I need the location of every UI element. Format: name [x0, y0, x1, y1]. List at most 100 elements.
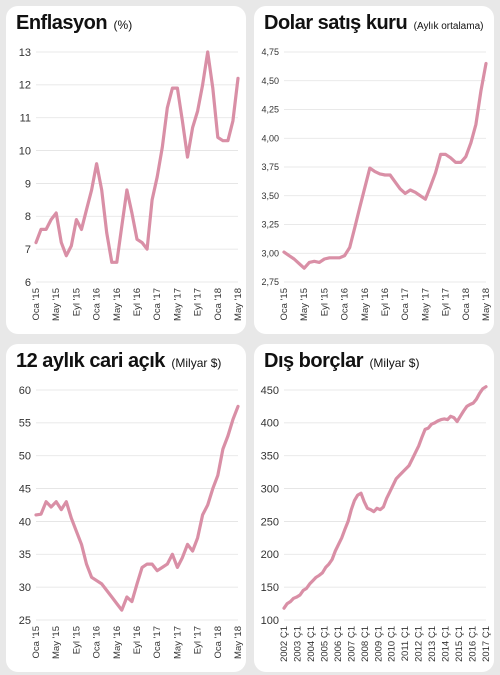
x-tick-label: 2017 Ç1 [481, 626, 492, 662]
x-tick-label: Oca '15 [279, 288, 290, 320]
chart-panel-external-debt: Dış borçlar (Milyar $) 100 150 200 250 300 35… [254, 344, 494, 672]
y-tick-label: 3,50 [261, 191, 279, 201]
y-tick-label: 4,00 [261, 133, 279, 143]
x-tick-label: May '18 [481, 288, 492, 321]
dollar-rate-line-chart: 2,75 3,00 3,25 3,50 3,75 4,00 4,25 4,50 4,75 Oca … [261, 47, 492, 321]
x-tick-label: Oca '15 [31, 288, 42, 320]
y-tick-label: 400 [261, 418, 279, 430]
chart-title-text: Dolar satış kuru [264, 12, 408, 34]
x-tick-label: 2003 Ç1 [292, 626, 303, 662]
x-tick-label: May '17 [172, 288, 183, 321]
chart-unit: (Milyar $) [171, 356, 222, 370]
y-tick-label: 30 [19, 582, 31, 594]
y-tick-label: 60 [19, 385, 31, 397]
chart-unit: (%) [113, 18, 133, 32]
x-tick-label: Eyl '15 [319, 288, 330, 316]
y-tick-label: 45 [19, 483, 31, 495]
y-tick-label: 11 [20, 113, 31, 125]
x-tick-label: 2005 Ç1 [319, 626, 330, 662]
y-tick-label: 35 [19, 549, 31, 561]
y-tick-label: 50 [19, 451, 31, 463]
x-tick-label: 2010 Ç1 [387, 626, 398, 662]
y-tick-label: 25 [19, 615, 31, 627]
x-tick-label: Oca '18 [461, 288, 472, 320]
x-tick-label: Eyl '15 [71, 288, 82, 316]
y-tick-label: 10 [19, 145, 31, 157]
y-tick-label: 13 [19, 47, 31, 59]
chart-title: Enflasyon (%) [16, 12, 132, 35]
series-line [282, 385, 488, 610]
x-tick-label: 2007 Ç1 [346, 626, 357, 662]
x-tick-label: May '15 [51, 626, 62, 659]
chart-title: 12 aylık cari açık (Milyar $) [16, 350, 221, 373]
y-tick-label: 55 [19, 418, 31, 430]
y-tick-label: 2,75 [261, 277, 279, 287]
x-tick-label: Oca '16 [92, 288, 103, 320]
y-tick-label: 3,25 [261, 220, 279, 230]
y-tick-label: 3,00 [261, 248, 279, 258]
chart-panel-inflation: Enflasyon (%) 6 7 8 9 10 11 12 13 Oca '15 May '15… [6, 6, 246, 334]
x-tick-label: May '17 [420, 288, 431, 321]
x-tick-label: Eyl '17 [193, 626, 204, 654]
series-line [34, 50, 240, 264]
y-tick-label: 250 [261, 516, 279, 528]
y-tick-label: 7 [25, 244, 31, 256]
x-tick-label: May '16 [112, 626, 123, 659]
chart-title: Dış borçlar (Milyar $) [264, 350, 419, 373]
x-tick-label: May '18 [233, 626, 244, 659]
chart-panel-dollar-rate: Dolar satış kuru (Aylık ortalama) 2,75 3,… [254, 6, 494, 334]
x-tick-label: May '17 [172, 626, 183, 659]
x-tick-label: 2008 Ç1 [360, 626, 371, 662]
x-tick-label: 2016 Ç1 [468, 626, 479, 662]
x-tick-label: Eyl '17 [441, 288, 452, 316]
chart-title-text: 12 aylık cari açık [16, 350, 165, 372]
x-tick-label: May '18 [233, 288, 244, 321]
x-tick-label: May '16 [112, 288, 123, 321]
x-tick-label: Oca '18 [213, 288, 224, 320]
x-tick-label: Oca '18 [213, 626, 224, 658]
x-tick-label: Eyl '16 [380, 288, 391, 316]
y-tick-label: 4,75 [261, 47, 279, 57]
y-tick-label: 8 [25, 211, 31, 223]
y-tick-label: 3,75 [261, 162, 279, 172]
x-tick-label: Oca '17 [152, 626, 163, 658]
chart-title-text: Enflasyon [16, 12, 108, 34]
x-tick-label: Oca '17 [152, 288, 163, 320]
y-tick-label: 200 [261, 549, 279, 561]
external-debt-line-chart: 100 150 200 250 300 350 400 450 2002 Ç1 2003 Ç1 20… [261, 385, 492, 662]
x-tick-label: May '15 [299, 288, 310, 321]
x-tick-label: 2013 Ç1 [427, 626, 438, 662]
x-tick-label: Eyl '15 [71, 626, 82, 654]
x-tick-label: 2011 Ç1 [400, 626, 411, 661]
y-tick-label: 12 [19, 80, 31, 92]
x-tick-label: 2012 Ç1 [414, 626, 425, 662]
y-tick-label: 450 [261, 385, 279, 397]
x-tick-label: Eyl '17 [193, 288, 204, 316]
series-line [34, 404, 240, 612]
y-tick-label: 150 [261, 582, 279, 594]
y-tick-label: 6 [25, 277, 31, 289]
y-tick-label: 100 [261, 615, 279, 627]
chart-panel-current-account-deficit: 12 aylık cari açık (Milyar $) 25 30 35 40 45… [6, 344, 246, 672]
x-tick-label: Eyl '16 [132, 626, 143, 654]
y-tick-label: 350 [261, 451, 279, 463]
x-tick-label: 2014 Ç1 [441, 626, 452, 662]
x-tick-label: 2002 Ç1 [279, 626, 290, 662]
inflation-line-chart: 6 7 8 9 10 11 12 13 Oca '15 May '15 Eyl '15 Oca '16… [19, 47, 244, 321]
x-tick-label: Eyl '16 [132, 288, 143, 316]
chart-unit: (Aylık ortalama) [413, 21, 484, 32]
chart-title: Dolar satış kuru (Aylık ortalama) [264, 12, 483, 35]
series-line [282, 61, 488, 270]
y-tick-label: 4,50 [261, 76, 279, 86]
x-tick-label: Oca '16 [340, 288, 351, 320]
x-tick-label: Oca '16 [92, 626, 103, 658]
x-tick-label: Oca '17 [400, 288, 411, 320]
x-tick-label: May '16 [360, 288, 371, 321]
x-tick-label: 2009 Ç1 [373, 626, 384, 662]
current-account-deficit-line-chart: 25 30 35 40 45 50 55 60 Oca '15 May '15 Eyl '15 Oca… [19, 385, 244, 659]
chart-title-text: Dış borçlar [264, 350, 363, 372]
chart-unit: (Milyar $) [369, 356, 420, 370]
x-tick-label: 2006 Ç1 [333, 626, 344, 662]
x-tick-label: 2015 Ç1 [454, 626, 465, 662]
y-tick-label: 300 [261, 483, 279, 495]
